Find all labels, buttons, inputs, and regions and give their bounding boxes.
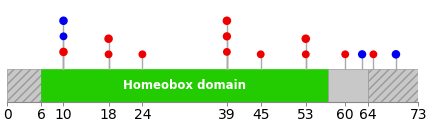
- Point: [60, 35, 67, 37]
- Point: [302, 53, 309, 55]
- Point: [105, 38, 112, 40]
- Point: [224, 35, 230, 37]
- Point: [370, 53, 377, 55]
- Point: [257, 53, 264, 55]
- Bar: [7, 69, 41, 102]
- Bar: [329, 69, 368, 102]
- Point: [302, 38, 309, 40]
- Point: [60, 51, 67, 53]
- Point: [342, 53, 349, 55]
- Bar: [368, 69, 418, 102]
- Point: [105, 53, 112, 55]
- Point: [359, 53, 366, 55]
- Point: [60, 20, 67, 22]
- Point: [224, 51, 230, 53]
- Text: Homeobox domain: Homeobox domain: [123, 79, 246, 92]
- Point: [393, 53, 399, 55]
- Bar: [41, 69, 329, 102]
- Point: [139, 53, 146, 55]
- Point: [224, 20, 230, 22]
